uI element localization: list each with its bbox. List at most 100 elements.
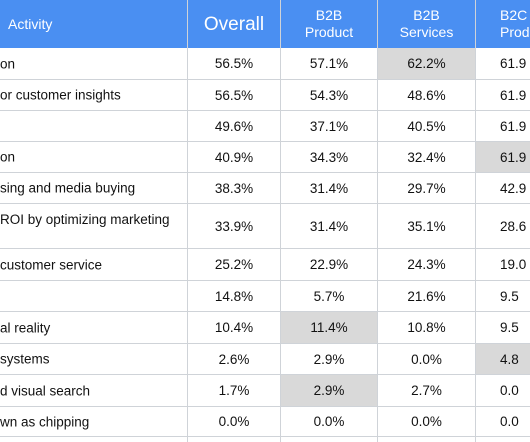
cell-value: 11.4% — [310, 320, 348, 335]
table-row: 14.8% 5.7% 21.6% 9.5 — [0, 281, 530, 312]
cell-b2b-product: 57.1% — [281, 48, 377, 79]
cell-value: 22.9% — [309, 257, 349, 272]
cell-value: 5.7% — [313, 288, 345, 304]
header-b2b-services-line1: B2B — [413, 7, 440, 23]
cell-value: 62.2% — [407, 56, 446, 71]
cell-b2b-services: 40.5% — [378, 111, 475, 141]
cell-b2b-product: 54.3% — [281, 80, 377, 110]
cell-b2b-services: 24.3% — [378, 249, 475, 280]
cell-value: 0.0% — [411, 351, 442, 367]
column-divider — [187, 0, 188, 442]
cell-value: 19.0 — [500, 257, 527, 272]
cell-b2b-services: 21.6% — [378, 281, 475, 311]
cell-value: 0.0% — [313, 414, 345, 429]
cell-b2b-services: 32.4% — [378, 142, 475, 172]
cell-value: 9.5 — [500, 288, 519, 304]
cell-overall: 25.2% — [188, 249, 280, 280]
cell-value: 0.0% — [218, 414, 250, 429]
cell-value: 61.9 — [500, 87, 527, 103]
table-row: systems 2.6% 2.9% 0.0% 4.8 — [0, 344, 530, 375]
cell-value: 33.9% — [214, 218, 254, 234]
row-activity-label: sing and media buying — [0, 180, 136, 196]
row-activity-label: d visual search — [0, 383, 91, 398]
table-row: on 56.5% 57.1% 62.2% 61.9 — [0, 48, 530, 80]
cell-b2b-product: 31.4% — [281, 173, 377, 203]
row-activity-label: al reality — [0, 320, 51, 335]
cell-b2b-product: 11.4% — [281, 312, 377, 343]
header-activity-label: Activity — [8, 15, 53, 32]
table-row: or customer insights 56.5% 54.3% 48.6% 61.9 — [0, 80, 530, 111]
cell-value: 34.3% — [309, 149, 349, 165]
cell-b2b-services: 2.7% — [378, 375, 475, 406]
cell-value: 56.5% — [214, 56, 254, 71]
cell-b2b-services: 0.0% — [378, 407, 475, 436]
cell-b2b-product: 5.7% — [281, 281, 377, 311]
cell-b2c-product: 28.6 — [476, 204, 530, 248]
row-activity-cell: ROI by optimizing marketing — [0, 204, 188, 248]
cell-value: 21.6% — [407, 288, 446, 304]
header-b2b-services: B2B Services — [378, 0, 475, 48]
cell-value: 4.8 — [500, 351, 519, 367]
cell-overall: 40.9% — [188, 142, 280, 172]
cell-b2c-product: 61.9 — [476, 142, 530, 172]
header-b2c-product-line1: B2C — [500, 7, 528, 23]
table-row: 49.6% 37.1% 40.5% 61.9 — [0, 111, 530, 142]
cell-b2c-product: 4.8 — [476, 344, 530, 374]
table-row: customer service 25.2% 22.9% 24.3% 19.0 — [0, 249, 530, 281]
cell-value: 1.7% — [218, 383, 250, 398]
cell-b2b-product: 31.4% — [281, 204, 377, 248]
cell-value: 0.0 — [500, 414, 519, 429]
cell-b2b-services: 35.1% — [378, 204, 475, 248]
cell-value: 0.0% — [411, 414, 442, 429]
cell-b2c-product: 19.0 — [476, 249, 530, 280]
cell-b2b-product: 22.9% — [281, 249, 377, 280]
cell-value: 56.5% — [214, 87, 254, 103]
cell-b2c-product: 9.5 — [476, 312, 530, 343]
cell-b2b-services: 10.8% — [378, 312, 475, 343]
cell-value: 25.2% — [214, 257, 254, 272]
row-activity-cell: or customer insights — [0, 80, 188, 110]
table-row: sing and media buying 38.3% 31.4% 29.7% 42.9 — [0, 173, 530, 204]
cell-value: 29.7% — [407, 180, 446, 196]
cell-value: 10.8% — [407, 320, 446, 335]
cell-b2c-product: 61.9 — [476, 111, 530, 141]
row-activity-label: wn as chipping — [0, 414, 90, 429]
cell-value: 0.0 — [500, 383, 519, 398]
row-activity-cell — [0, 281, 188, 311]
cell-overall: 56.5% — [188, 48, 280, 79]
cell-value: 24.3% — [407, 257, 446, 272]
cell-value: 9.5 — [500, 320, 519, 335]
cell-overall: 33.9% — [188, 204, 280, 248]
cell-overall: 38.3% — [188, 173, 280, 203]
table-row: d visual search 1.7% 2.9% 2.7% 0.0 — [0, 375, 530, 407]
cell-overall: 2.6% — [188, 344, 280, 374]
cell-value: 28.6 — [500, 218, 527, 234]
cell-value: 61.9 — [500, 118, 527, 134]
table-row: wn as chipping 0.0% 0.0% 0.0% 0.0 — [0, 407, 530, 437]
cell-b2c-product: 0.0 — [476, 407, 530, 436]
header-activity: Activity — [0, 0, 188, 48]
column-divider — [475, 0, 476, 442]
cell-b2c-product: 42.9 — [476, 173, 530, 203]
cell-b2b-product: 37.1% — [281, 111, 377, 141]
cell-value: 49.6% — [214, 118, 254, 134]
cell-overall: 49.6% — [188, 111, 280, 141]
header-overall: Overall — [188, 0, 280, 48]
cell-overall: 56.5% — [188, 80, 280, 110]
cell-value: 14.8% — [214, 288, 254, 304]
cell-value: 10.4% — [214, 320, 254, 335]
cell-b2b-services: 48.6% — [378, 80, 475, 110]
header-b2b-services-line2: Services — [399, 24, 454, 40]
cell-value: 35.1% — [407, 218, 446, 234]
cell-value: 48.6% — [407, 87, 446, 103]
cell-value: 31.4% — [309, 180, 349, 196]
row-activity-label: or customer insights — [0, 87, 121, 103]
header-b2c-product: B2CProdu — [476, 0, 530, 48]
row-activity-cell: d visual search — [0, 375, 188, 406]
header-overall-label: Overall — [203, 13, 265, 35]
cell-overall: 1.7% — [188, 375, 280, 406]
cell-value: 42.9 — [500, 180, 527, 196]
row-activity-label: on — [0, 56, 16, 71]
cell-b2b-product: 0.0% — [281, 407, 377, 436]
